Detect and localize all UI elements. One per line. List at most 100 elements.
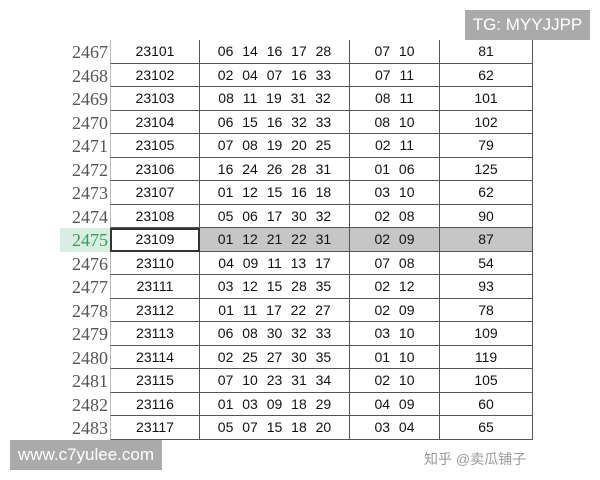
issue-cell[interactable]: 23103 [110, 87, 200, 111]
row-header[interactable]: 2471 [72, 136, 108, 156]
sum-cell[interactable]: 54 [440, 251, 533, 275]
row-header[interactable]: 2479 [72, 324, 108, 344]
row-header[interactable]: 2469 [72, 89, 108, 109]
sum-cell[interactable]: 62 [440, 63, 533, 87]
main-numbers-cell[interactable]: 01 12 15 16 18 [200, 181, 350, 205]
issue-cell[interactable]: 23114 [110, 345, 200, 369]
main-numbers-cell[interactable]: 01 11 17 22 27 [200, 298, 350, 322]
sum-cell[interactable]: 79 [440, 134, 533, 158]
row-header[interactable]: 2481 [72, 371, 108, 391]
bonus-numbers-cell[interactable]: 07 08 [350, 251, 440, 275]
issue-cell[interactable]: 23116 [110, 392, 200, 416]
table-row: 2478 23112 01 11 17 22 27 02 09 78 [60, 298, 535, 322]
main-numbers-cell[interactable]: 05 06 17 30 32 [200, 204, 350, 228]
sum-cell[interactable]: 60 [440, 392, 533, 416]
row-header[interactable]: 2475 [60, 228, 110, 252]
row-header[interactable]: 2473 [72, 183, 108, 203]
row-header[interactable]: 2470 [72, 112, 108, 133]
bonus-numbers-cell[interactable]: 02 08 [350, 204, 440, 228]
bonus-numbers-cell[interactable]: 02 09 [350, 228, 440, 252]
row-header[interactable]: 2477 [72, 277, 108, 297]
main-numbers-cell[interactable]: 01 03 09 18 29 [200, 392, 350, 416]
sum-cell[interactable]: 105 [440, 369, 533, 393]
sum-cell[interactable]: 109 [440, 322, 533, 346]
table-row: 2467 23101 06 14 16 17 28 07 10 81 [60, 40, 535, 64]
bonus-numbers-cell[interactable]: 07 10 [350, 40, 440, 64]
issue-cell[interactable]: 23102 [110, 63, 200, 87]
main-numbers-cell[interactable]: 08 11 19 31 32 [200, 87, 350, 111]
bonus-numbers-cell[interactable]: 08 10 [350, 110, 440, 134]
issue-cell[interactable]: 23113 [110, 322, 200, 346]
sum-cell[interactable]: 119 [440, 345, 533, 369]
sum-cell[interactable]: 101 [440, 87, 533, 111]
bonus-numbers-cell[interactable]: 03 10 [350, 181, 440, 205]
bonus-numbers-cell[interactable]: 02 11 [350, 134, 440, 158]
issue-cell[interactable]: 23111 [110, 275, 200, 299]
main-numbers-cell[interactable]: 05 07 15 18 20 [200, 416, 350, 440]
bonus-numbers-cell[interactable]: 08 11 [350, 87, 440, 111]
bonus-numbers-cell[interactable]: 02 09 [350, 298, 440, 322]
row-header[interactable]: 2482 [72, 394, 108, 415]
row-header[interactable]: 2483 [72, 418, 108, 438]
sum-cell[interactable]: 78 [440, 298, 533, 322]
sum-cell[interactable]: 90 [440, 204, 533, 228]
issue-cell[interactable]: 23109 [110, 228, 200, 252]
table-row: 2468 23102 02 04 07 16 33 07 11 62 [60, 63, 535, 87]
bonus-numbers-cell[interactable]: 01 10 [350, 345, 440, 369]
main-numbers-cell[interactable]: 06 14 16 17 28 [200, 40, 350, 64]
sum-cell[interactable]: 93 [440, 275, 533, 299]
issue-cell[interactable]: 23115 [110, 369, 200, 393]
row-header[interactable]: 2472 [72, 159, 108, 180]
sum-cell[interactable]: 62 [440, 181, 533, 205]
table-row: 2480 23114 02 25 27 30 35 01 10 119 [60, 345, 535, 369]
watermark-top-right: TG: MYYJJPP [465, 10, 590, 40]
table-row: 2469 23103 08 11 19 31 32 08 11 101 [60, 87, 535, 111]
bonus-numbers-cell[interactable]: 02 10 [350, 369, 440, 393]
main-numbers-cell[interactable]: 16 24 26 28 31 [200, 157, 350, 181]
row-header[interactable]: 2467 [72, 42, 108, 62]
issue-cell[interactable]: 23101 [110, 40, 200, 64]
table-row: 2481 23115 07 10 23 31 34 02 10 105 [60, 369, 535, 393]
bonus-numbers-cell[interactable]: 02 12 [350, 275, 440, 299]
bonus-numbers-cell[interactable]: 01 06 [350, 157, 440, 181]
main-numbers-cell[interactable]: 06 08 30 32 33 [200, 322, 350, 346]
issue-cell[interactable]: 23106 [110, 157, 200, 181]
sum-cell[interactable]: 81 [440, 40, 533, 64]
main-numbers-cell[interactable]: 02 25 27 30 35 [200, 345, 350, 369]
main-numbers-cell[interactable]: 01 12 21 22 31 [200, 228, 350, 252]
main-numbers-cell[interactable]: 04 09 11 13 17 [200, 251, 350, 275]
main-numbers-cell[interactable]: 06 15 16 32 33 [200, 110, 350, 134]
table-row: 2482 23116 01 03 09 18 29 04 09 60 [60, 392, 535, 416]
main-numbers-cell[interactable]: 07 10 23 31 34 [200, 369, 350, 393]
bonus-numbers-cell[interactable]: 03 04 [350, 416, 440, 440]
table-row: 2475 23109 01 12 21 22 31 02 09 87 [60, 228, 535, 252]
issue-cell[interactable]: 23108 [110, 204, 200, 228]
issue-cell[interactable]: 23104 [110, 110, 200, 134]
issue-cell[interactable]: 23112 [110, 298, 200, 322]
issue-cell[interactable]: 23105 [110, 134, 200, 158]
table-row: 2470 23104 06 15 16 32 33 08 10 102 [60, 110, 535, 134]
table-row: 2476 23110 04 09 11 13 17 07 08 54 [60, 251, 535, 275]
table-row: 2473 23107 01 12 15 16 18 03 10 62 [60, 181, 535, 205]
issue-cell[interactable]: 23117 [110, 416, 200, 440]
row-header[interactable]: 2478 [72, 300, 108, 321]
table-row: 2477 23111 03 12 15 28 35 02 12 93 [60, 275, 535, 299]
row-header[interactable]: 2468 [72, 65, 108, 86]
issue-cell[interactable]: 23107 [110, 181, 200, 205]
sum-cell[interactable]: 87 [440, 228, 533, 252]
main-numbers-cell[interactable]: 03 12 15 28 35 [200, 275, 350, 299]
sum-cell[interactable]: 125 [440, 157, 533, 181]
issue-cell[interactable]: 23110 [110, 251, 200, 275]
bonus-numbers-cell[interactable]: 07 11 [350, 63, 440, 87]
bonus-numbers-cell[interactable]: 03 10 [350, 322, 440, 346]
row-header[interactable]: 2476 [72, 253, 108, 274]
sum-cell[interactable]: 102 [440, 110, 533, 134]
watermark-bottom-left: www.c7yulee.com [10, 440, 162, 470]
table-row: 2474 23108 05 06 17 30 32 02 08 90 [60, 204, 535, 228]
row-header[interactable]: 2480 [72, 347, 108, 368]
bonus-numbers-cell[interactable]: 04 09 [350, 392, 440, 416]
sum-cell[interactable]: 65 [440, 416, 533, 440]
main-numbers-cell[interactable]: 07 08 19 20 25 [200, 134, 350, 158]
row-header[interactable]: 2474 [72, 206, 108, 227]
main-numbers-cell[interactable]: 02 04 07 16 33 [200, 63, 350, 87]
